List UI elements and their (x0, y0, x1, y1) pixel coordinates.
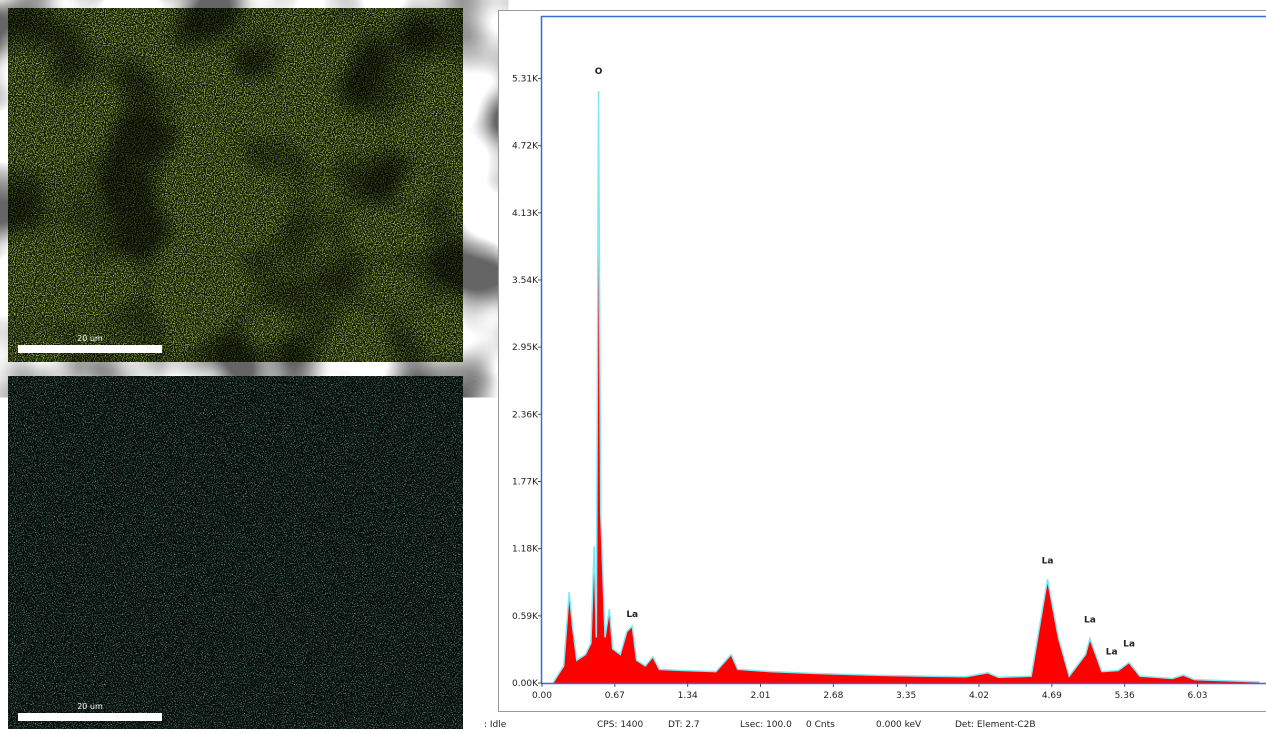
x-tick-label: 1.34 (678, 691, 698, 701)
x-tick-label: 4.02 (969, 691, 989, 701)
peak-label: La (1106, 648, 1118, 658)
status-text: 0 Cnts (806, 720, 835, 729)
y-tick-label: 2.95K (512, 343, 539, 353)
scale-bar (18, 713, 162, 721)
status-text: Det: Element-C2B (955, 720, 1036, 729)
scale-bar (18, 345, 162, 353)
y-tick-label: 1.18K (512, 545, 539, 555)
x-tick-label: 5.36 (1115, 691, 1135, 701)
map-shade (8, 8, 463, 362)
map-noise (8, 376, 463, 729)
status-text: CPS: 1400 (597, 720, 643, 729)
status-text: 0.000 keV (876, 720, 922, 729)
y-tick-label: 4.72K (512, 142, 539, 152)
y-tick-label: 3.54K (512, 276, 539, 286)
spectrum-frame (499, 11, 1266, 712)
y-tick-label: 4.13K (512, 209, 539, 219)
status-text: Lsec: 100.0 (740, 720, 792, 729)
y-tick-label: 1.77K (512, 477, 539, 487)
x-tick-label: 3.35 (896, 691, 916, 701)
peak-label: La (1084, 616, 1096, 626)
peak-label: O (595, 67, 603, 77)
peak-label: La (1042, 556, 1054, 566)
status-text: DT: 2.7 (668, 720, 700, 729)
status-text: : Idle (484, 720, 507, 729)
x-tick-label: 0.67 (605, 691, 625, 701)
x-tick-label: 0.00 (532, 691, 552, 701)
x-tick-label: 2.68 (823, 691, 843, 701)
scale-label: 20 um (77, 334, 103, 343)
x-tick-label: 4.69 (1042, 691, 1062, 701)
x-tick-label: 2.01 (750, 691, 770, 701)
y-tick-label: 0.00K (512, 679, 539, 689)
y-tick-label: 2.36K (512, 410, 539, 420)
peak-label: La (626, 610, 638, 620)
peak-label: La (1123, 640, 1135, 650)
x-tick-label: 6.03 (1187, 691, 1207, 701)
scale-label: 20 um (77, 702, 103, 711)
y-tick-label: 0.59K (512, 612, 539, 622)
y-tick-label: 5.31K (512, 74, 539, 84)
